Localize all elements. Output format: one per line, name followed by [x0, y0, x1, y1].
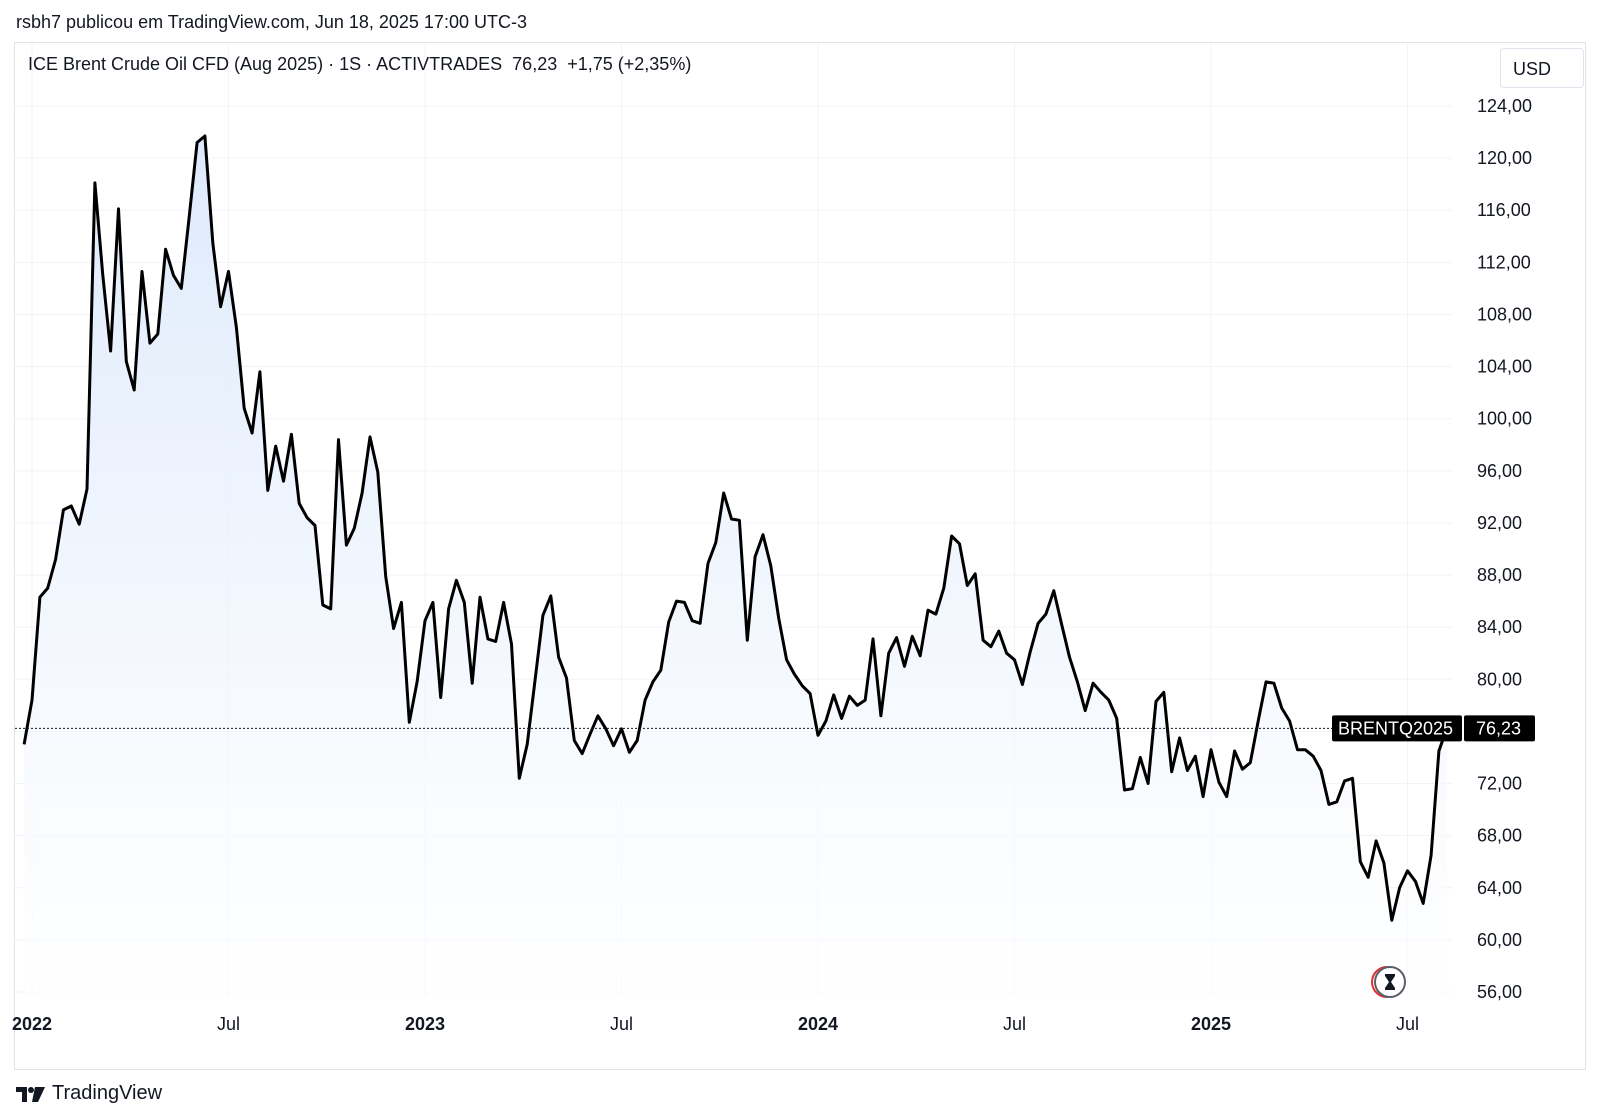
y-tick-label: 100,00 [1477, 409, 1532, 429]
price-label-bg [1464, 715, 1535, 742]
x-tick-label: 2023 [405, 1014, 445, 1034]
price-label-value: 76,23 [1476, 718, 1521, 738]
area-fill [24, 136, 1447, 1006]
y-tick-label: 124,00 [1477, 96, 1532, 116]
chart-frame [14, 42, 1586, 1070]
chart-legend[interactable]: ICE Brent Crude Oil CFD (Aug 2025) · 1S … [28, 54, 691, 75]
tradingview-logo-icon [16, 1086, 45, 1102]
y-tick-label: 108,00 [1477, 304, 1532, 324]
x-axis[interactable]: 2022 Jul 2023 Jul 2024 Jul 2025 Jul [12, 1014, 1419, 1034]
y-tick-label: 56,00 [1477, 982, 1522, 1002]
legend-instrument: ICE Brent Crude Oil CFD (Aug 2025) · 1S … [28, 54, 503, 74]
x-tick-label: 2025 [1191, 1014, 1231, 1034]
loading-hourglass-icon[interactable] [1371, 966, 1406, 998]
y-tick-label: 104,00 [1477, 357, 1532, 377]
y-axis[interactable]: 124,00 120,00 116,00 112,00 108,00 104,00 100,… [1477, 96, 1532, 1002]
publisher-caption: rsbh7 publicou em TradingView.com, Jun 1… [16, 12, 527, 32]
legend-last: 76,23 [512, 54, 558, 74]
x-tick-label: 2024 [798, 1014, 838, 1034]
symbol-label-bg [1332, 715, 1462, 742]
x-tick-label: Jul [610, 1014, 633, 1034]
brand-name: TradingView [52, 1082, 163, 1104]
y-tick-label: 116,00 [1477, 200, 1531, 220]
y-tick-label: 68,00 [1477, 826, 1522, 846]
y-tick-label: 64,00 [1477, 878, 1522, 898]
y-tick-label: 120,00 [1477, 148, 1532, 168]
y-tick-label: 72,00 [1477, 774, 1522, 794]
x-tick-label: Jul [1396, 1014, 1419, 1034]
y-tick-label: 80,00 [1477, 669, 1522, 689]
price-line[interactable] [22, 134, 1449, 922]
tradingview-brand[interactable]: TradingView [16, 1082, 162, 1105]
y-tick-label: 60,00 [1477, 930, 1522, 950]
legend-change: +1,75 (+2,35%) [567, 54, 692, 74]
last-price-label: BRENTQ2025 76,23 [1332, 715, 1535, 742]
currency-button[interactable]: USD [1500, 48, 1584, 88]
y-tick-label: 112,00 [1477, 252, 1531, 272]
symbol-label: BRENTQ2025 [1338, 718, 1453, 738]
y-tick-label: 96,00 [1477, 461, 1522, 481]
y-tick-label: 84,00 [1477, 617, 1522, 637]
x-tick-label: Jul [217, 1014, 240, 1034]
y-tick-label: 88,00 [1477, 565, 1522, 585]
x-tick-label: Jul [1003, 1014, 1026, 1034]
x-tick-label: 2022 [12, 1014, 52, 1034]
y-tick-label: 92,00 [1477, 513, 1522, 533]
